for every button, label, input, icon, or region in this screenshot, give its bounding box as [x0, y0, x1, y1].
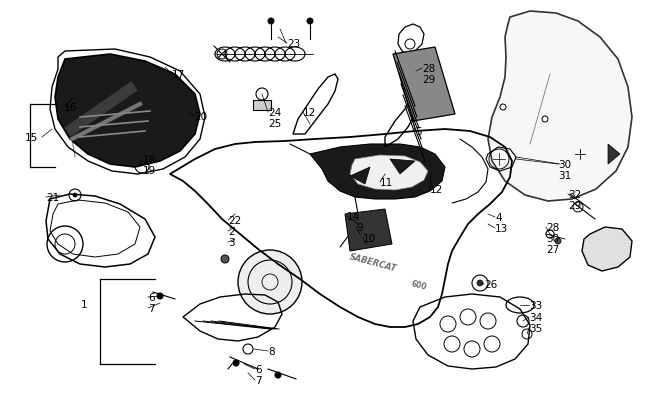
- Circle shape: [275, 372, 281, 378]
- Polygon shape: [582, 228, 632, 271]
- Text: 6: 6: [255, 364, 261, 374]
- Text: 6: 6: [148, 292, 155, 302]
- Text: 32: 32: [568, 190, 581, 200]
- Text: 21: 21: [46, 192, 59, 202]
- Polygon shape: [310, 145, 445, 200]
- Polygon shape: [608, 145, 620, 164]
- Circle shape: [412, 68, 420, 76]
- Text: 5: 5: [415, 127, 422, 136]
- Text: 2: 2: [228, 226, 235, 237]
- Polygon shape: [350, 168, 370, 185]
- Text: 23: 23: [287, 39, 300, 49]
- Text: 18: 18: [143, 155, 156, 164]
- Text: 29: 29: [422, 75, 436, 85]
- Circle shape: [238, 250, 302, 314]
- Text: 30: 30: [558, 160, 571, 170]
- Circle shape: [268, 19, 274, 25]
- Text: 35: 35: [529, 323, 542, 333]
- Text: 19: 19: [143, 166, 156, 175]
- Text: 4: 4: [495, 213, 502, 222]
- Circle shape: [233, 360, 239, 366]
- Text: 7: 7: [255, 375, 261, 385]
- Text: 28: 28: [546, 222, 559, 232]
- Text: 1: 1: [81, 299, 87, 309]
- Text: 31: 31: [558, 171, 571, 181]
- Text: 28: 28: [422, 64, 436, 74]
- Text: SABERCAT: SABERCAT: [348, 252, 397, 273]
- Text: 9: 9: [356, 222, 363, 232]
- Bar: [253, 101, 271, 111]
- Text: 22: 22: [228, 215, 241, 226]
- Text: 25: 25: [268, 119, 281, 129]
- Text: 27: 27: [546, 244, 559, 254]
- Text: 20: 20: [194, 112, 207, 122]
- Circle shape: [555, 239, 561, 244]
- Text: 33: 33: [529, 300, 542, 310]
- Text: 13: 13: [495, 224, 508, 233]
- Text: 8: 8: [268, 346, 274, 356]
- Polygon shape: [350, 156, 428, 190]
- Circle shape: [157, 293, 163, 299]
- Polygon shape: [488, 12, 632, 202]
- Circle shape: [221, 256, 229, 263]
- Text: 11: 11: [380, 177, 393, 188]
- Text: 3: 3: [228, 237, 235, 247]
- Text: 26: 26: [484, 279, 497, 289]
- Circle shape: [73, 194, 77, 198]
- Text: 17: 17: [172, 70, 185, 80]
- Text: 34: 34: [529, 312, 542, 322]
- Text: 16: 16: [64, 103, 77, 113]
- Text: 24: 24: [268, 108, 281, 118]
- Text: 7: 7: [148, 303, 155, 313]
- Circle shape: [307, 19, 313, 25]
- Polygon shape: [55, 55, 200, 168]
- Text: 15: 15: [25, 133, 38, 143]
- Text: 10: 10: [363, 233, 376, 243]
- Polygon shape: [345, 209, 392, 252]
- Text: 14: 14: [347, 211, 360, 222]
- Text: 12: 12: [303, 108, 317, 118]
- Circle shape: [477, 280, 483, 286]
- Text: 29: 29: [568, 200, 581, 211]
- Circle shape: [186, 101, 196, 111]
- Text: 600: 600: [410, 279, 428, 291]
- Text: 12: 12: [430, 185, 443, 194]
- Polygon shape: [390, 160, 415, 175]
- Polygon shape: [393, 48, 455, 122]
- Text: 30: 30: [546, 233, 559, 243]
